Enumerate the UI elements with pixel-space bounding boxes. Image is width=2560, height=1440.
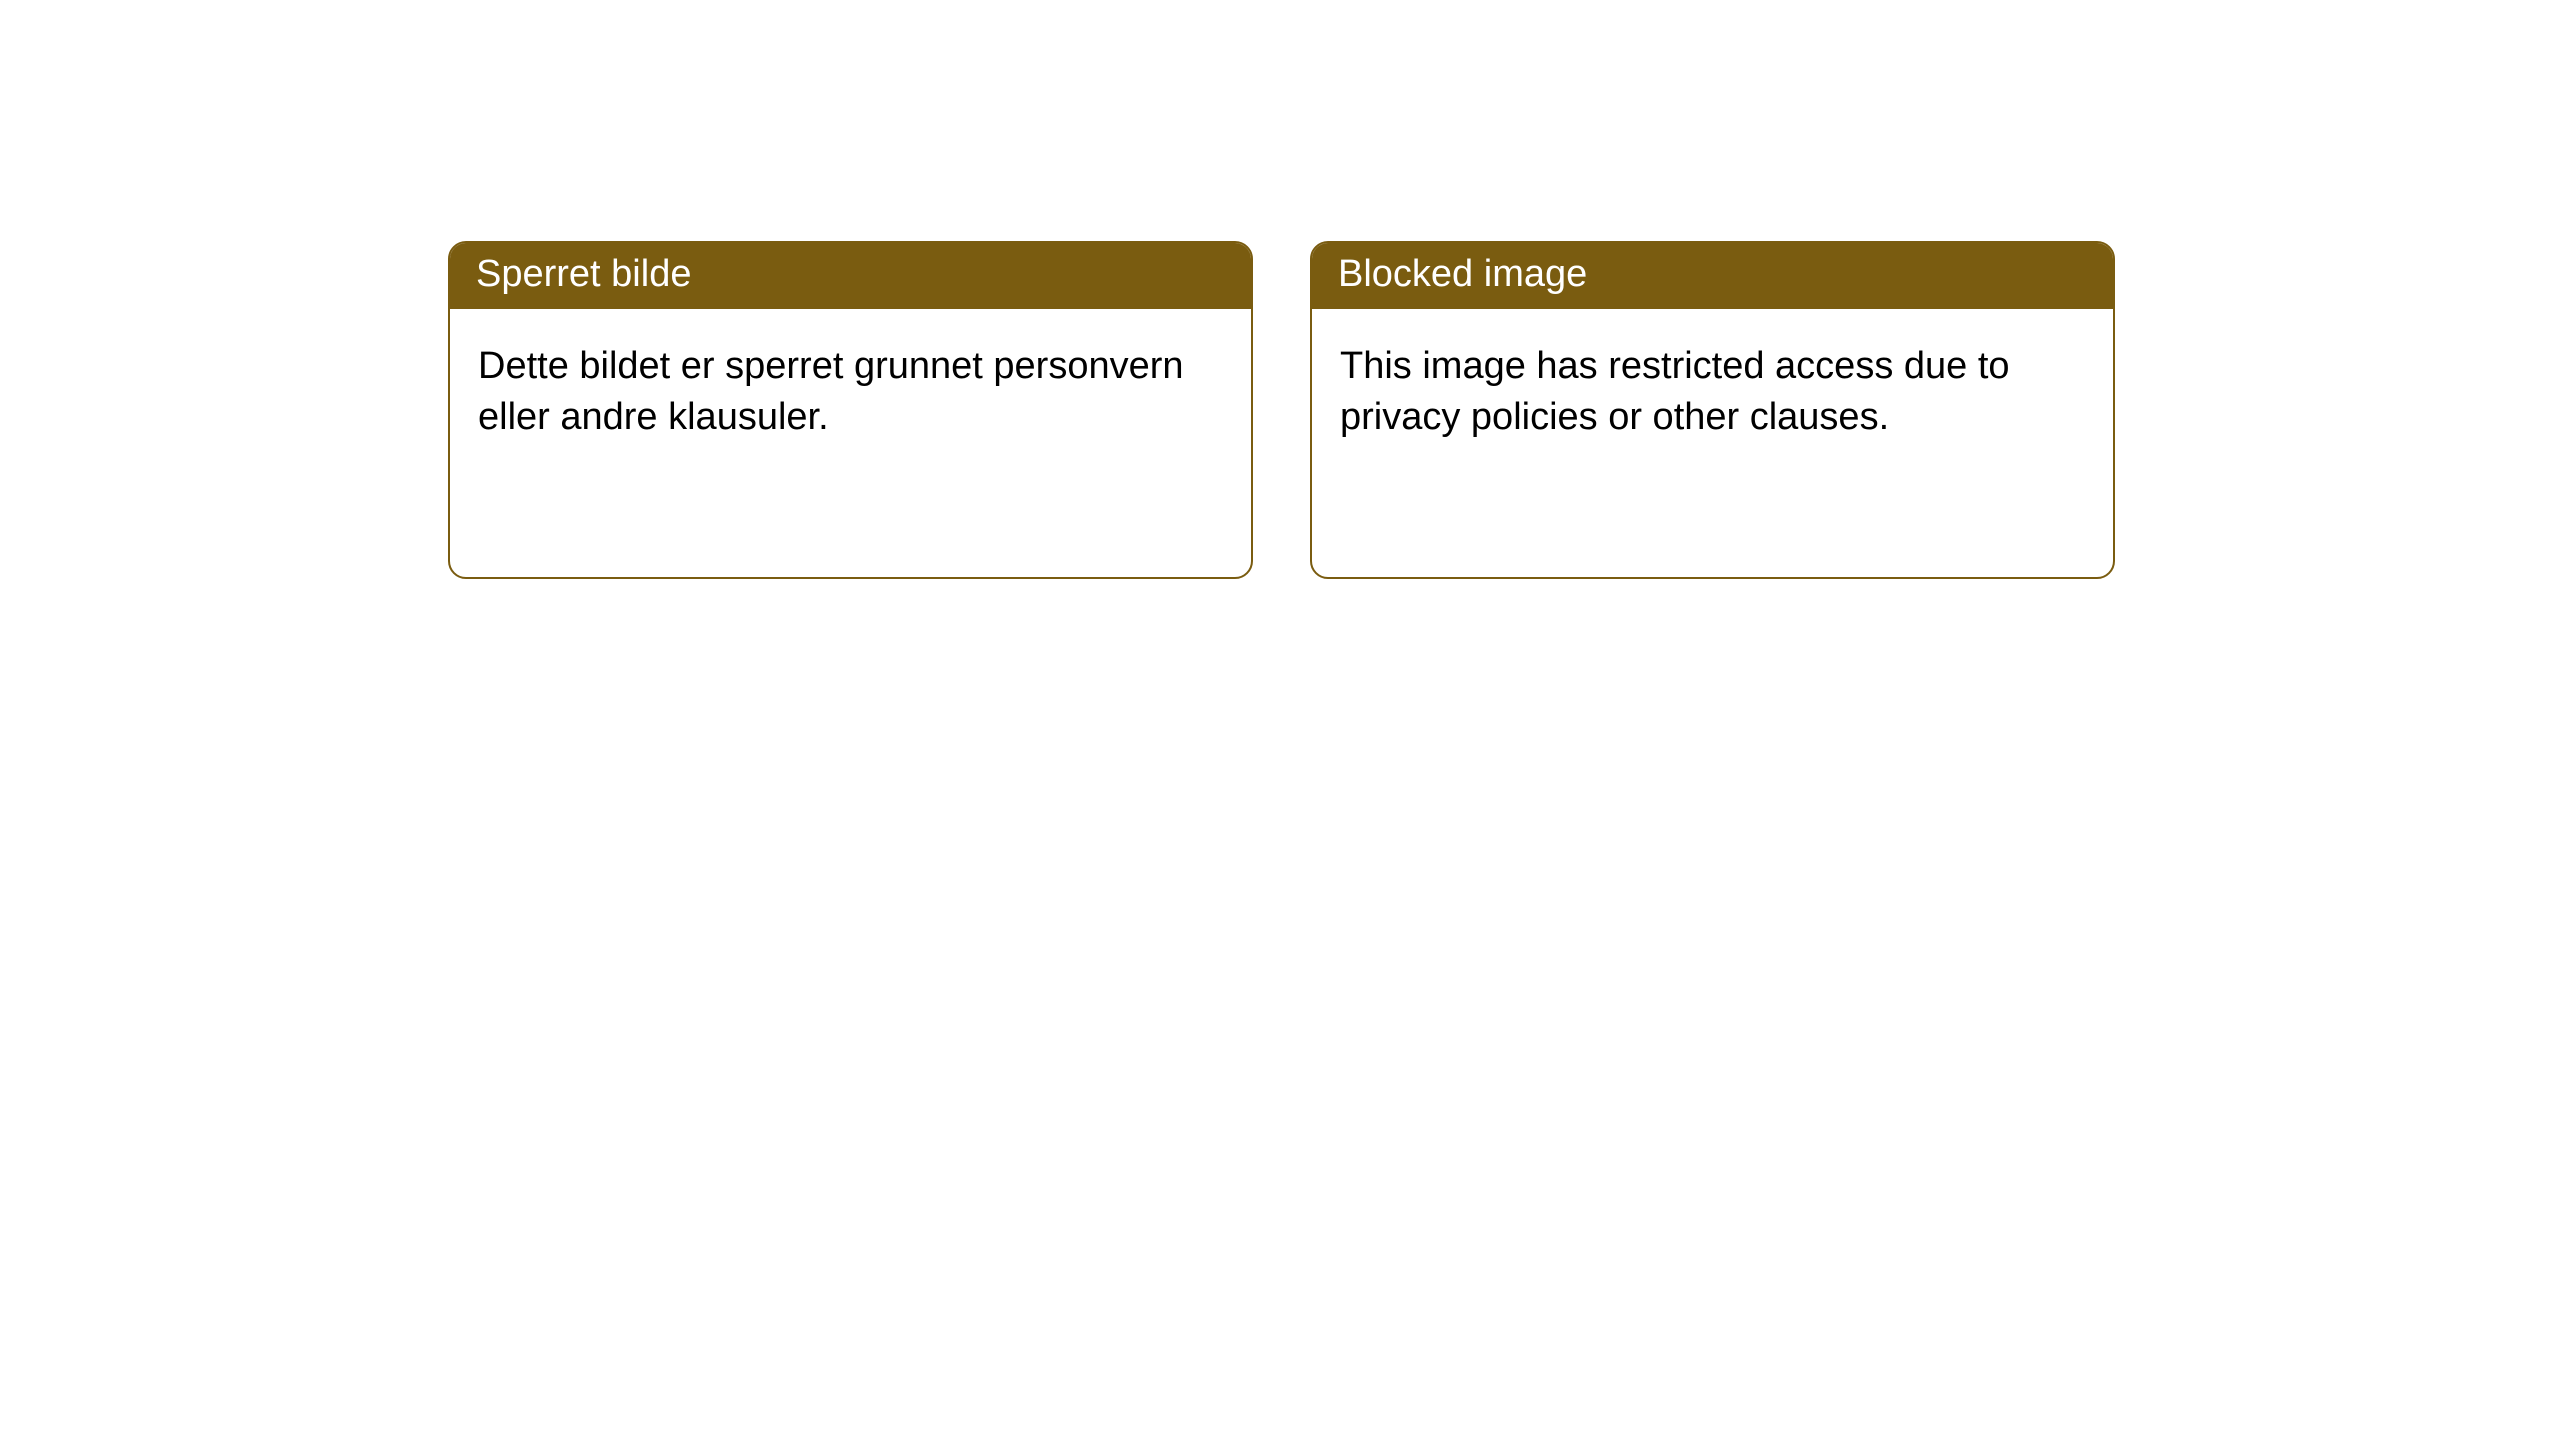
notice-header: Blocked image: [1312, 243, 2113, 309]
notice-box-english: Blocked image This image has restricted …: [1310, 241, 2115, 579]
notice-body: This image has restricted access due to …: [1312, 309, 2113, 476]
notice-box-norwegian: Sperret bilde Dette bildet er sperret gr…: [448, 241, 1253, 579]
notice-container: Sperret bilde Dette bildet er sperret gr…: [0, 0, 2560, 579]
notice-body: Dette bildet er sperret grunnet personve…: [450, 309, 1251, 476]
notice-header: Sperret bilde: [450, 243, 1251, 309]
